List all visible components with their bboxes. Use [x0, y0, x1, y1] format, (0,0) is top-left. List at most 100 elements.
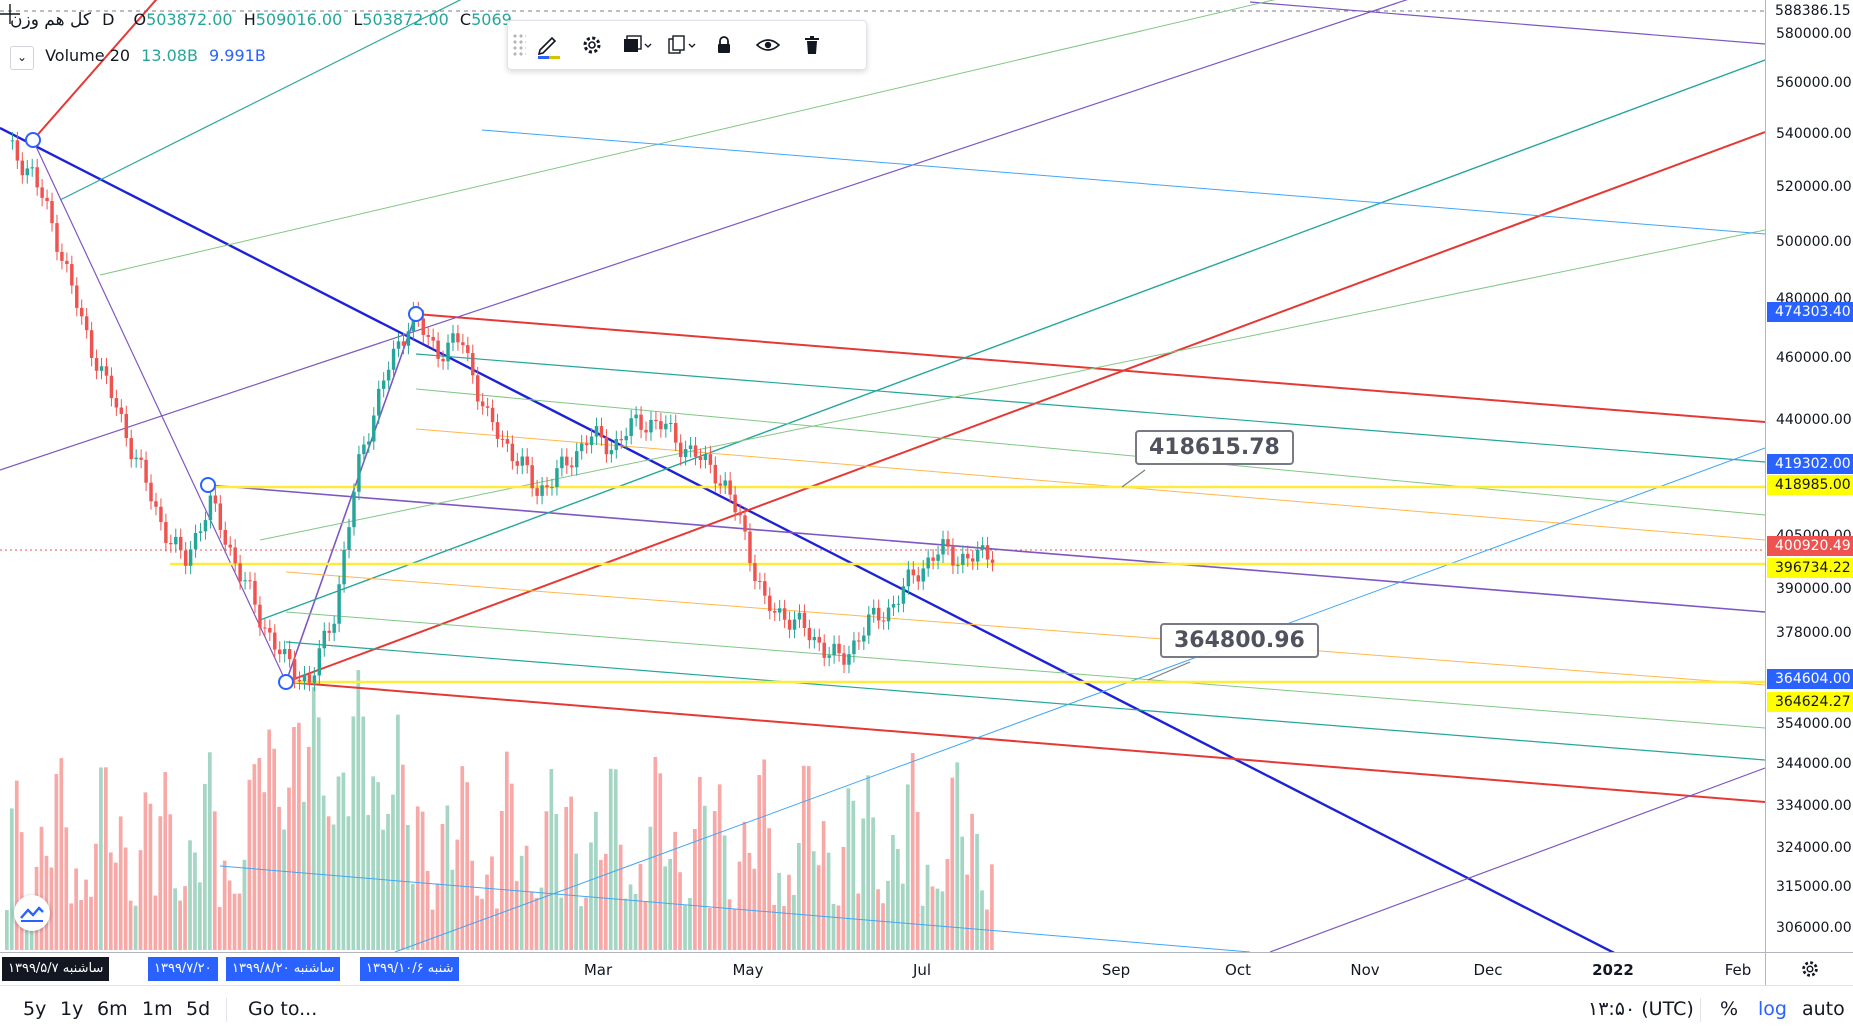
- candle-body: [446, 342, 450, 362]
- price-callout-upper[interactable]: 418615.78: [1135, 430, 1294, 465]
- volume-bar: [361, 716, 366, 950]
- volume-bar: [930, 886, 935, 950]
- volume-bar: [826, 852, 831, 950]
- eye-icon[interactable]: [746, 25, 790, 65]
- trash-icon[interactable]: [790, 25, 834, 65]
- price-tick-label: 306000.00: [1776, 920, 1852, 936]
- candle-body: [287, 649, 292, 660]
- candle-body: [926, 557, 930, 569]
- volume-bar: [866, 775, 871, 950]
- volume-bar: [594, 811, 598, 950]
- candle-body: [728, 480, 732, 495]
- goto-button[interactable]: Go to...: [248, 998, 318, 1020]
- volume-bar: [138, 850, 143, 950]
- volume-bar: [366, 814, 371, 950]
- volume-bar: [19, 832, 24, 950]
- volume-bar: [173, 888, 178, 950]
- candle-body: [743, 515, 747, 532]
- volume-bar: [440, 823, 445, 950]
- candle-body: [673, 423, 678, 443]
- volume-bar: [287, 787, 291, 950]
- fan-green-mid: [259, 229, 1765, 541]
- volume-bar: [500, 810, 504, 950]
- price-tick-label: 440000.00: [1776, 412, 1852, 429]
- price-chart[interactable]: [0, 0, 1765, 952]
- volume-bar: [777, 872, 781, 950]
- gear-icon[interactable]: [1765, 952, 1853, 985]
- volume-bar: [54, 774, 59, 950]
- candle-body: [25, 168, 30, 176]
- candle-body: [525, 456, 529, 466]
- volume-bar: [321, 795, 326, 950]
- range-1m-button[interactable]: 1m: [142, 998, 173, 1020]
- candle-body: [500, 438, 505, 440]
- volume-bar: [851, 800, 856, 950]
- clone-icon[interactable]: [658, 25, 702, 65]
- candle-body: [936, 554, 940, 561]
- collapse-legend-button[interactable]: ⌄: [10, 46, 34, 70]
- range-5d-button[interactable]: 5d: [186, 998, 211, 1020]
- candle-body: [951, 546, 955, 566]
- candle-body: [15, 140, 20, 161]
- volume-bar: [64, 827, 69, 950]
- drag-handle[interactable]: [512, 33, 526, 57]
- volume-bar: [49, 867, 54, 950]
- price-tick-label: 580000.00: [1776, 26, 1852, 42]
- candle-body: [837, 643, 841, 654]
- volume-bar: [14, 780, 19, 950]
- parallel-teal: [415, 353, 1765, 463]
- layers-icon[interactable]: [614, 25, 658, 65]
- candle-body: [362, 444, 366, 455]
- candle-body: [515, 461, 520, 466]
- tradingview-logo-icon[interactable]: [14, 895, 50, 931]
- timezone-label[interactable]: ۱۳:۵۰ (UTC): [1588, 998, 1694, 1020]
- volume-bar: [212, 811, 217, 950]
- log-scale-button[interactable]: log: [1758, 998, 1787, 1020]
- volume-bar: [430, 909, 435, 950]
- ohlc-close: C5069: [459, 10, 512, 29]
- volume-bar: [203, 783, 207, 950]
- volume-bar: [663, 866, 668, 950]
- volume-bar: [544, 811, 549, 950]
- volume-bar: [559, 897, 564, 950]
- candle-body: [748, 531, 752, 564]
- symbol-name[interactable]: کل هم وزن: [10, 10, 91, 30]
- candle-body: [980, 545, 985, 550]
- pencil-icon[interactable]: [526, 25, 570, 65]
- candle-body: [35, 167, 39, 188]
- auto-scale-button[interactable]: auto: [1802, 998, 1845, 1020]
- volume-bar: [940, 891, 945, 950]
- candle-body: [30, 167, 34, 169]
- range-6m-button[interactable]: 6m: [97, 998, 128, 1020]
- volume-bar: [925, 864, 930, 950]
- volume-bar: [797, 843, 801, 950]
- volume-bar: [282, 829, 286, 950]
- lock-icon[interactable]: [702, 25, 746, 65]
- ohlc-low: L503872.00: [353, 10, 449, 29]
- candle-body: [347, 527, 351, 550]
- range-1y-button[interactable]: 1y: [60, 998, 84, 1020]
- candle-body: [886, 607, 891, 622]
- volume-bar: [915, 811, 920, 950]
- volume-bar: [450, 869, 455, 950]
- volume-bar: [252, 764, 257, 950]
- candle-body: [277, 649, 282, 655]
- candle-body: [213, 495, 218, 504]
- pivot-connector-1: [32, 139, 287, 683]
- candle-body: [599, 426, 604, 438]
- volume-bar: [574, 853, 578, 950]
- volume-bar: [920, 905, 925, 950]
- candle-body: [862, 635, 866, 642]
- candle-body: [624, 436, 628, 441]
- price-axis[interactable]: 580000.00 560000.00 540000.00 520000.00 5000…: [1765, 0, 1853, 952]
- range-5y-button[interactable]: 5y: [23, 998, 47, 1020]
- price-callout-lower[interactable]: 364800.96: [1160, 623, 1319, 658]
- volume-bar: [188, 840, 192, 950]
- chart-area[interactable]: کل هم وزن D O503872.00 H509016.00 L50387…: [0, 0, 1765, 952]
- volume-bar: [262, 792, 267, 950]
- gear-icon[interactable]: [570, 25, 614, 65]
- candle-body: [10, 140, 15, 142]
- candle-body: [436, 340, 440, 359]
- time-axis[interactable]: Mar May Jul Sep Oct Nov Dec 2022 Feb ساشنبه ۱۳۹۹/…: [0, 952, 1765, 985]
- percent-scale-button[interactable]: %: [1720, 998, 1739, 1020]
